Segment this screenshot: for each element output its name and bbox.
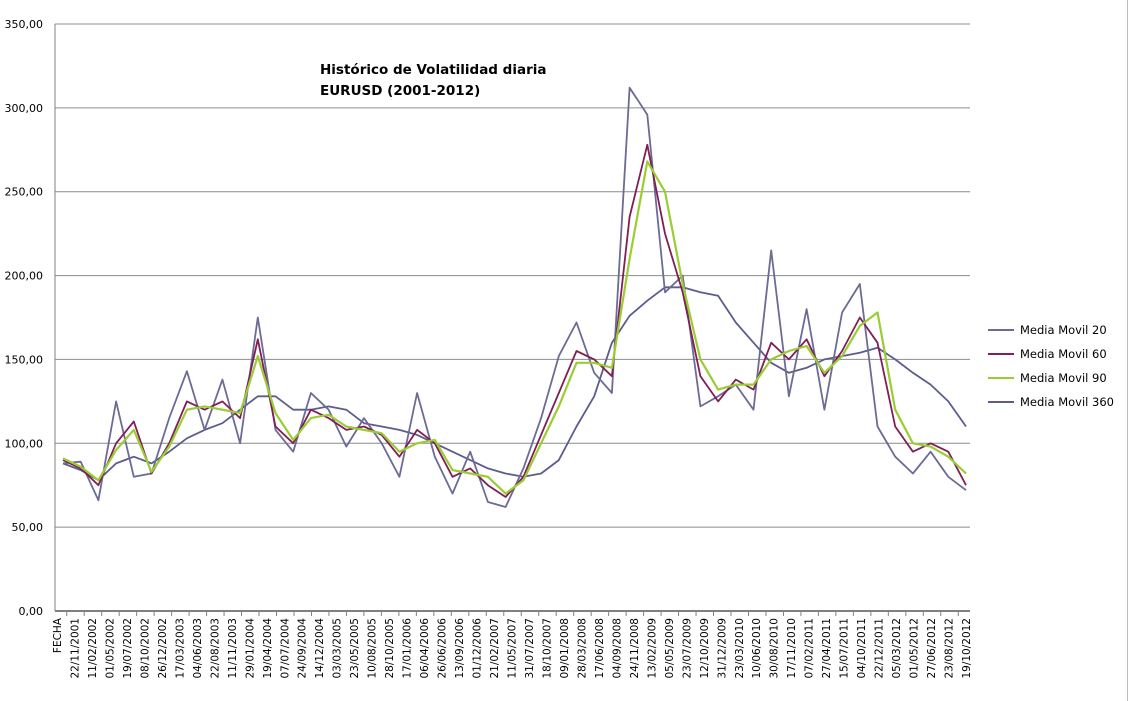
legend-item: Media Movil 60: [988, 342, 1114, 366]
x-tick-label: 13/02/2009: [646, 618, 658, 679]
y-tick-label: 200,00: [5, 270, 44, 283]
series-lines: [62, 86, 967, 508]
legend-swatch: [988, 401, 1014, 403]
x-tick-label: 04/10/2011: [856, 618, 868, 679]
x-tick-label: 30/08/2010: [769, 618, 781, 679]
x-tick-label: 26/06/2006: [437, 618, 449, 679]
x-tick-label: FECHA: [52, 617, 64, 653]
y-tick-label: 0,00: [19, 605, 44, 618]
y-tick-label: 50,00: [12, 521, 44, 534]
legend-label: Media Movil 90: [1020, 371, 1107, 385]
x-tick-label: 18/10/2007: [541, 618, 553, 679]
x-tick-label: 31/07/2007: [524, 618, 536, 679]
series-line-media-movil-360: [62, 286, 967, 482]
legend-label: Media Movil 360: [1020, 395, 1114, 409]
legend-item: Media Movil 360: [988, 390, 1114, 414]
y-axis-tick-labels: 0,00 50,00 100,00 150,00 200,00 250,00 300,00 3…: [5, 18, 44, 618]
legend-swatch: [988, 377, 1014, 379]
x-tick-label: 12/10/2009: [699, 618, 711, 679]
x-tick-label: 07/02/2011: [804, 618, 816, 679]
x-tick-label: 09/01/2008: [559, 618, 571, 679]
x-tick-label: 10/06/2010: [751, 618, 763, 679]
x-tick-label: 11/11/2003: [227, 618, 239, 679]
x-tick-label: 10/08/2005: [367, 618, 379, 679]
x-tick-label: 05/05/2009: [664, 618, 676, 679]
x-tick-label: 27/04/2011: [821, 618, 833, 679]
x-tick-label: 23/08/2012: [944, 618, 956, 679]
x-tick-label: 27/06/2012: [926, 618, 938, 679]
x-tick-label: 28/03/2008: [576, 618, 588, 679]
x-tick-label: 11/02/2002: [87, 618, 99, 679]
x-tick-label: 23/03/2010: [734, 618, 746, 679]
x-tick-label: 06/04/2006: [419, 618, 431, 679]
x-tick-label: 07/07/2004: [279, 618, 291, 679]
x-tick-label: 05/03/2012: [891, 618, 903, 679]
x-axis-tick-labels: FECHA 22/11/2001 11/02/2002 01/05/2002 19/07…: [52, 611, 973, 679]
legend-label: Media Movil 20: [1020, 323, 1107, 337]
chart-subtitle: EURUSD (2001-2012): [320, 83, 481, 99]
x-tick-label: 15/07/2011: [839, 618, 851, 679]
x-tick-label: 22/08/2003: [209, 618, 221, 679]
legend-item: Media Movil 90: [988, 366, 1114, 390]
series-line-media-movil-90: [62, 160, 967, 495]
x-tick-label: 08/10/2002: [139, 618, 151, 679]
chart-title: Histórico de Volatilidad diaria: [320, 62, 547, 78]
x-tick-label: 23/07/2009: [681, 618, 693, 679]
x-tick-label: 04/06/2003: [192, 618, 204, 679]
x-tick-label: 24/09/2004: [297, 618, 309, 679]
chart-title-block: Histórico de Volatilidad diaria EURUSD (…: [320, 60, 546, 102]
legend-swatch: [988, 329, 1014, 331]
x-tick-label: 24/11/2008: [629, 618, 641, 679]
x-tick-label: 22/11/2001: [69, 618, 81, 679]
gridlines: [55, 23, 970, 528]
x-tick-label: 11/05/2007: [507, 618, 519, 679]
x-tick-label: 31/12/2009: [716, 618, 728, 679]
x-tick-label: 19/07/2002: [122, 618, 134, 679]
x-tick-label: 01/05/2012: [909, 618, 921, 679]
x-tick-label: 21/02/2007: [489, 618, 501, 679]
x-tick-label: 17/11/2010: [786, 618, 798, 679]
x-tick-label: 26/12/2002: [157, 618, 169, 679]
x-tick-label: 04/09/2008: [611, 618, 623, 679]
y-tick-label: 250,00: [5, 186, 44, 199]
series-line-media-movil-20: [62, 86, 967, 508]
chart-legend: Media Movil 20 Media Movil 60 Media Movil …: [988, 318, 1114, 414]
x-tick-label: 03/03/2005: [332, 618, 344, 679]
legend-swatch: [988, 353, 1014, 355]
x-tick-label: 23/05/2005: [349, 618, 361, 679]
x-tick-label: 19/04/2004: [262, 618, 274, 679]
y-tick-label: 350,00: [5, 18, 44, 31]
x-tick-label: 29/01/2004: [244, 618, 256, 679]
x-tick-label: 19/10/2012: [961, 618, 973, 679]
legend-label: Media Movil 60: [1020, 347, 1107, 361]
x-tick-label: 17/01/2006: [402, 618, 414, 679]
x-tick-label: 13/09/2006: [454, 618, 466, 679]
x-tick-label: 01/05/2002: [104, 618, 116, 679]
legend-item: Media Movil 20: [988, 318, 1114, 342]
x-tick-label: 22/12/2011: [874, 618, 886, 679]
x-tick-label: 14/12/2004: [314, 618, 326, 679]
x-tick-label: 01/12/2006: [472, 618, 484, 679]
y-tick-label: 100,00: [5, 437, 44, 450]
series-line-media-movil-60: [62, 143, 967, 498]
x-tick-label: 28/10/2005: [384, 618, 396, 679]
x-tick-label: 17/06/2008: [594, 618, 606, 679]
y-tick-label: 150,00: [5, 353, 44, 366]
x-tick-label: 17/03/2003: [174, 618, 186, 679]
y-tick-label: 300,00: [5, 102, 44, 115]
